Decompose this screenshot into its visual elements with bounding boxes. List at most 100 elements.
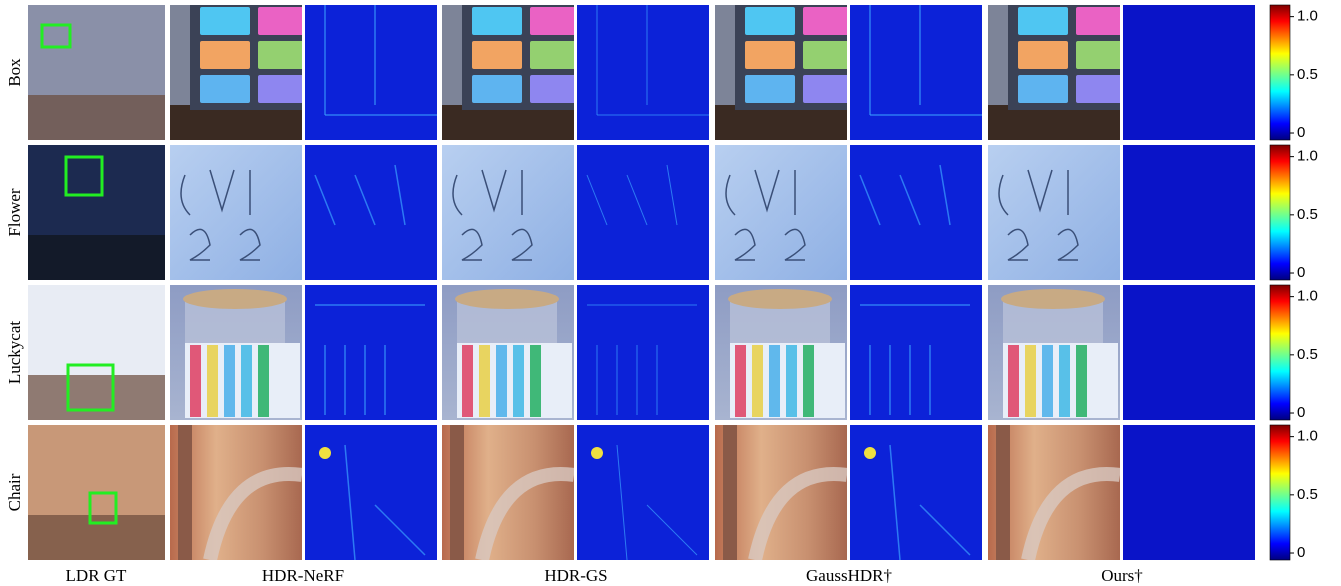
stripe bbox=[803, 345, 814, 417]
column-label: Ours† bbox=[1101, 566, 1143, 585]
error-bg bbox=[1123, 285, 1255, 420]
patch bbox=[200, 75, 250, 103]
error-map bbox=[577, 425, 709, 560]
row-label: Luckycat bbox=[5, 321, 24, 385]
error-map bbox=[850, 5, 982, 140]
stripe bbox=[224, 345, 235, 417]
error-map bbox=[577, 145, 709, 280]
colorbar-tick-label: 0.5 bbox=[1297, 206, 1318, 223]
error-bg bbox=[305, 425, 437, 560]
colorbar-tick-label: 0 bbox=[1297, 124, 1305, 141]
render-crop bbox=[442, 425, 574, 560]
colorbar bbox=[1270, 285, 1290, 420]
error-map bbox=[850, 425, 982, 560]
patch bbox=[472, 75, 522, 103]
stripe bbox=[258, 345, 269, 417]
render-crop bbox=[988, 285, 1120, 420]
render-crop bbox=[715, 425, 847, 560]
render-crop bbox=[442, 285, 574, 420]
patch bbox=[200, 7, 250, 35]
shelf bbox=[988, 105, 1120, 140]
stripe bbox=[1008, 345, 1019, 417]
row-label: Chair bbox=[5, 473, 24, 511]
stripe bbox=[190, 345, 201, 417]
patch bbox=[745, 7, 795, 35]
figure: Box00.51.0Flower00.51.0Luckycat00.51.0Ch… bbox=[0, 0, 1341, 586]
stripe bbox=[496, 345, 507, 417]
gt-image bbox=[28, 425, 165, 560]
lid bbox=[1001, 289, 1105, 309]
render-crop bbox=[170, 5, 308, 140]
patch bbox=[1018, 75, 1068, 103]
colorbar-tick-label: 0 bbox=[1297, 264, 1305, 281]
post bbox=[178, 425, 192, 560]
error-map bbox=[1123, 5, 1255, 140]
shelf bbox=[442, 105, 574, 140]
post bbox=[450, 425, 464, 560]
stripe bbox=[1059, 345, 1070, 417]
colorbar bbox=[1270, 145, 1290, 280]
patch bbox=[472, 41, 522, 69]
error-map bbox=[305, 145, 437, 280]
hotspot bbox=[864, 447, 876, 459]
error-map bbox=[305, 5, 437, 140]
lid bbox=[728, 289, 832, 309]
patch bbox=[803, 41, 853, 69]
shelf bbox=[715, 105, 847, 140]
colorbar-tick-label: 0 bbox=[1297, 544, 1305, 561]
patch bbox=[1018, 7, 1068, 35]
error-map bbox=[577, 5, 709, 140]
error-bg bbox=[1123, 145, 1255, 280]
stripe bbox=[735, 345, 746, 417]
patch bbox=[258, 75, 308, 103]
stripe bbox=[462, 345, 473, 417]
gt-image bbox=[28, 285, 165, 420]
error-bg bbox=[1123, 5, 1255, 140]
colorbar-tick-label: 0 bbox=[1297, 404, 1305, 421]
error-bg bbox=[577, 145, 709, 280]
colorbar-tick-label: 1.0 bbox=[1297, 428, 1318, 445]
patch bbox=[1076, 7, 1126, 35]
render-crop bbox=[170, 425, 302, 560]
patch bbox=[803, 75, 853, 103]
patch bbox=[1076, 75, 1126, 103]
error-bg bbox=[577, 425, 709, 560]
lid bbox=[183, 289, 287, 309]
post bbox=[723, 425, 737, 560]
patch bbox=[1018, 41, 1068, 69]
patch bbox=[258, 41, 308, 69]
stripe bbox=[786, 345, 797, 417]
render-crop bbox=[715, 285, 847, 420]
stripe bbox=[513, 345, 524, 417]
error-bg bbox=[1123, 425, 1255, 560]
render-crop bbox=[170, 285, 302, 420]
patch bbox=[530, 41, 580, 69]
error-bg bbox=[305, 145, 437, 280]
patch bbox=[258, 7, 308, 35]
render-crop bbox=[988, 5, 1126, 140]
render-crop bbox=[715, 145, 847, 280]
patch bbox=[200, 41, 250, 69]
gt-image bbox=[28, 145, 165, 280]
shelf bbox=[170, 105, 302, 140]
hotspot bbox=[319, 447, 331, 459]
colorbar-tick-label: 1.0 bbox=[1297, 8, 1318, 25]
error-bg bbox=[850, 425, 982, 560]
post bbox=[996, 425, 1010, 560]
patch bbox=[472, 7, 522, 35]
patch bbox=[745, 75, 795, 103]
error-map bbox=[1123, 145, 1255, 280]
error-map bbox=[305, 425, 437, 560]
patch bbox=[530, 7, 580, 35]
render-crop bbox=[170, 145, 302, 280]
row-label: Flower bbox=[5, 188, 24, 237]
colorbar-tick-label: 1.0 bbox=[1297, 288, 1318, 305]
stripe bbox=[1042, 345, 1053, 417]
patch bbox=[803, 7, 853, 35]
stripe bbox=[1076, 345, 1087, 417]
error-map bbox=[850, 145, 982, 280]
row-label: Box bbox=[5, 58, 24, 87]
stripe bbox=[752, 345, 763, 417]
render-crop bbox=[988, 425, 1120, 560]
colorbar-tick-label: 1.0 bbox=[1297, 148, 1318, 165]
